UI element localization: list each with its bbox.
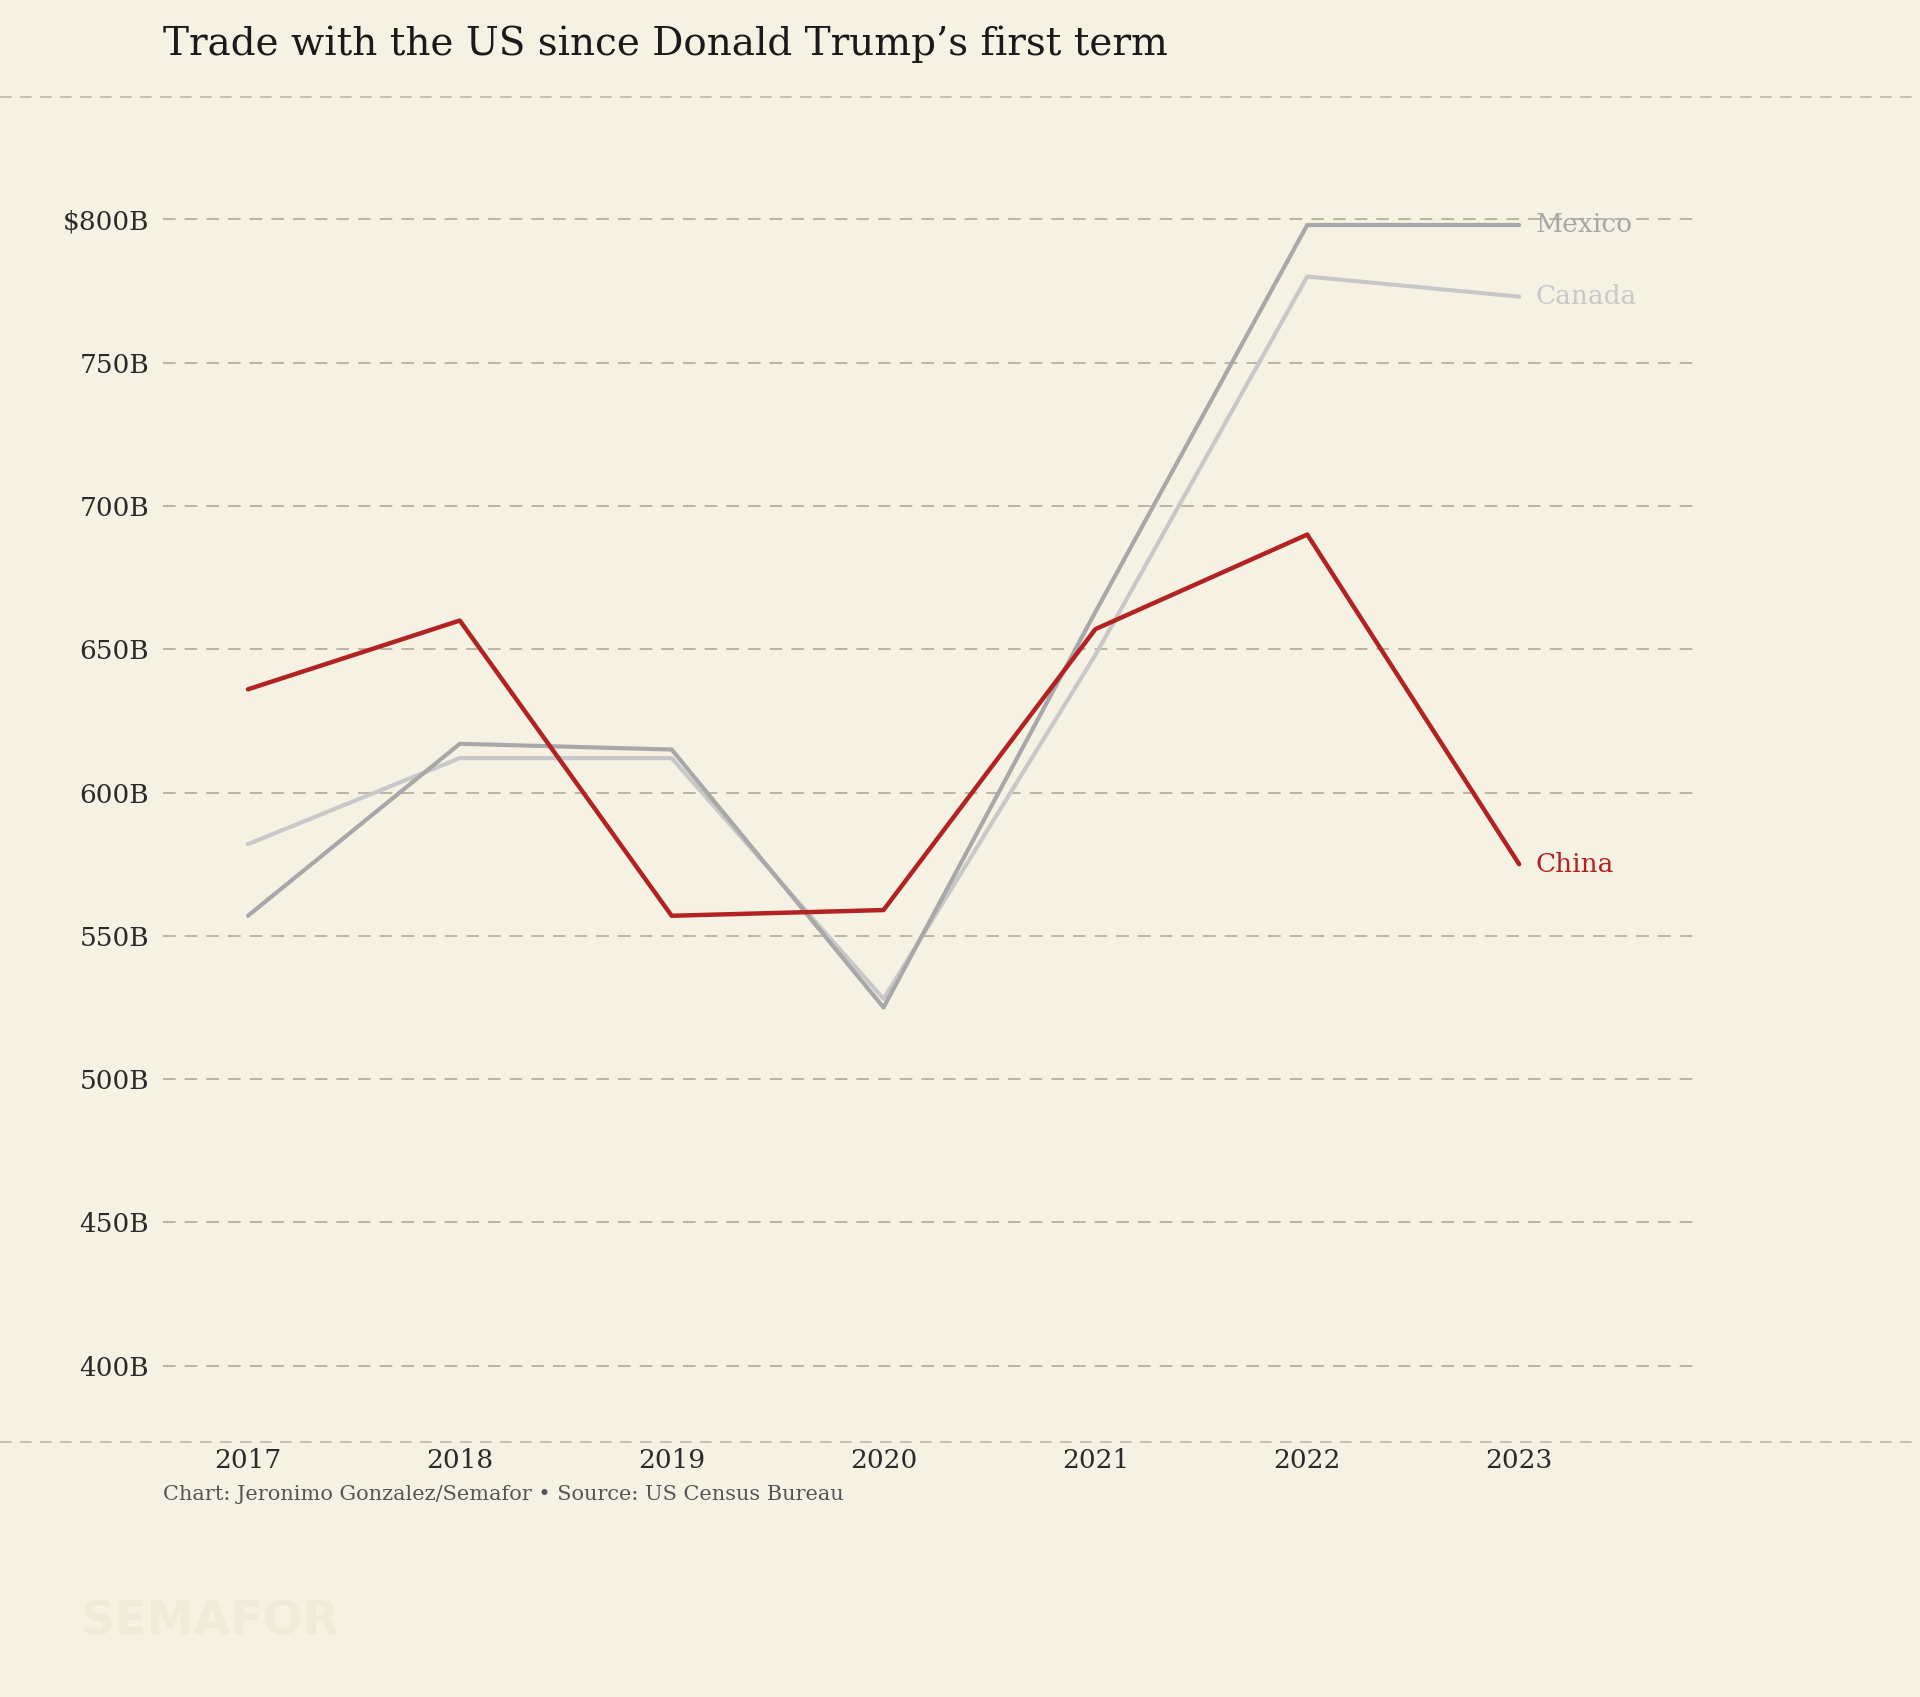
Text: Mexico: Mexico (1536, 212, 1632, 238)
Text: Canada: Canada (1536, 283, 1638, 309)
Text: China: China (1536, 852, 1615, 877)
Text: Chart: Jeronimo Gonzalez/Semafor • Source: US Census Bureau: Chart: Jeronimo Gonzalez/Semafor • Sourc… (163, 1485, 843, 1504)
Text: SEMAFOR: SEMAFOR (81, 1600, 340, 1644)
Text: Trade with the US since Donald Trump’s first term: Trade with the US since Donald Trump’s f… (163, 25, 1167, 63)
